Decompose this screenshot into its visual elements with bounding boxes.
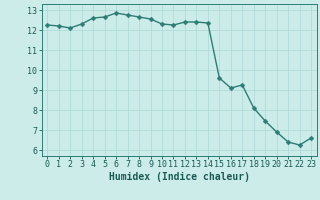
X-axis label: Humidex (Indice chaleur): Humidex (Indice chaleur) (109, 172, 250, 182)
